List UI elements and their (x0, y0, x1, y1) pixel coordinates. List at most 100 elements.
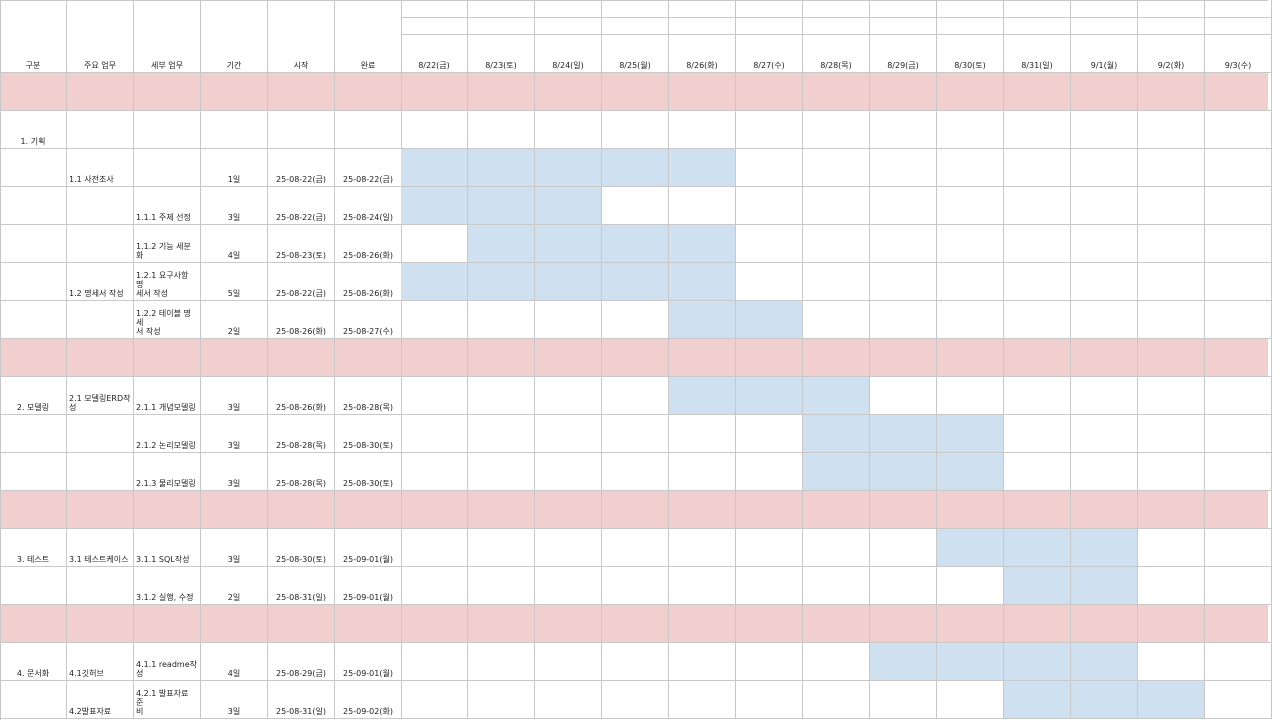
main-task-cell[interactable]: 4.1깃허브 (67, 643, 134, 681)
band-cell[interactable] (602, 73, 669, 111)
end-date-cell[interactable]: 25-08-26(화) (335, 263, 402, 301)
band-cell[interactable] (1138, 73, 1205, 111)
detail-task-cell[interactable]: 3.1.1 SQL작성 (134, 529, 201, 567)
schedule-cell[interactable] (535, 529, 602, 567)
band-cell[interactable] (669, 605, 736, 643)
band-cell[interactable] (335, 339, 402, 377)
schedule-bar-cell[interactable] (602, 225, 669, 263)
end-date-cell[interactable]: 25-08-22(금) (335, 149, 402, 187)
schedule-cell[interactable] (1205, 149, 1272, 187)
schedule-cell[interactable] (736, 111, 803, 149)
schedule-cell[interactable] (1138, 149, 1205, 187)
schedule-cell[interactable] (736, 643, 803, 681)
end-date-cell[interactable] (335, 111, 402, 149)
schedule-cell[interactable] (1004, 225, 1071, 263)
schedule-cell[interactable] (803, 111, 870, 149)
schedule-cell[interactable] (1138, 187, 1205, 225)
band-cell[interactable] (67, 605, 134, 643)
band-cell[interactable] (468, 339, 535, 377)
schedule-cell[interactable] (401, 643, 468, 681)
schedule-bar-cell[interactable] (1071, 643, 1138, 681)
schedule-cell[interactable] (535, 643, 602, 681)
schedule-cell[interactable] (1004, 301, 1071, 339)
schedule-bar-cell[interactable] (468, 187, 535, 225)
band-cell[interactable] (134, 73, 201, 111)
schedule-cell[interactable] (937, 567, 1004, 605)
schedule-cell[interactable] (937, 301, 1004, 339)
schedule-cell[interactable] (468, 415, 535, 453)
schedule-cell[interactable] (669, 453, 736, 491)
band-cell[interactable] (803, 605, 870, 643)
band-cell[interactable] (736, 339, 803, 377)
phase-cell[interactable] (0, 149, 67, 187)
main-task-cell[interactable]: 1.1 사전조사 (67, 149, 134, 187)
band-cell[interactable] (803, 73, 870, 111)
schedule-cell[interactable] (1205, 263, 1272, 301)
start-date-cell[interactable]: 25-08-22(금) (268, 187, 335, 225)
detail-task-cell[interactable]: 1.1.2 기능 세분화 (134, 225, 201, 263)
band-cell[interactable] (669, 73, 736, 111)
schedule-bar-cell[interactable] (535, 225, 602, 263)
schedule-cell[interactable] (468, 453, 535, 491)
schedule-bar-cell[interactable] (401, 263, 468, 301)
schedule-cell[interactable] (870, 567, 937, 605)
band-cell[interactable] (803, 491, 870, 529)
band-cell[interactable] (468, 605, 535, 643)
detail-task-cell[interactable]: 1.2.2 테이블 명세 서 작성 (134, 301, 201, 339)
phase-cell[interactable] (0, 415, 67, 453)
schedule-cell[interactable] (468, 529, 535, 567)
main-task-cell[interactable] (67, 453, 134, 491)
schedule-bar-cell[interactable] (803, 415, 870, 453)
schedule-bar-cell[interactable] (1071, 681, 1138, 719)
band-cell[interactable] (736, 491, 803, 529)
band-cell[interactable] (401, 73, 468, 111)
phase-cell[interactable] (0, 263, 67, 301)
duration-cell[interactable]: 3일 (201, 187, 268, 225)
band-cell[interactable] (0, 605, 67, 643)
band-cell[interactable] (1205, 73, 1272, 111)
start-date-cell[interactable]: 25-08-26(화) (268, 301, 335, 339)
band-cell[interactable] (937, 339, 1004, 377)
schedule-cell[interactable] (1071, 263, 1138, 301)
band-cell[interactable] (401, 605, 468, 643)
detail-task-cell[interactable]: 1.2.1 요구사항 명 세서 작성 (134, 263, 201, 301)
schedule-bar-cell[interactable] (937, 453, 1004, 491)
schedule-cell[interactable] (535, 301, 602, 339)
band-cell[interactable] (1004, 73, 1071, 111)
band-cell[interactable] (0, 491, 67, 529)
schedule-cell[interactable] (401, 529, 468, 567)
schedule-cell[interactable] (870, 225, 937, 263)
schedule-cell[interactable] (803, 149, 870, 187)
schedule-cell[interactable] (669, 681, 736, 719)
band-cell[interactable] (870, 339, 937, 377)
schedule-cell[interactable] (803, 681, 870, 719)
phase-cell[interactable]: 2. 모델링 (0, 377, 67, 415)
schedule-cell[interactable] (1138, 529, 1205, 567)
band-cell[interactable] (1138, 605, 1205, 643)
schedule-cell[interactable] (1071, 149, 1138, 187)
schedule-bar-cell[interactable] (468, 263, 535, 301)
schedule-cell[interactable] (870, 111, 937, 149)
end-date-cell[interactable]: 25-08-28(목) (335, 377, 402, 415)
start-date-cell[interactable]: 25-08-23(토) (268, 225, 335, 263)
schedule-bar-cell[interactable] (870, 643, 937, 681)
detail-task-cell[interactable]: 4.1.1 readme작성 (134, 643, 201, 681)
band-cell[interactable] (602, 491, 669, 529)
start-date-cell[interactable]: 25-08-22(금) (268, 149, 335, 187)
schedule-cell[interactable] (602, 377, 669, 415)
schedule-cell[interactable] (535, 111, 602, 149)
band-cell[interactable] (335, 605, 402, 643)
band-cell[interactable] (268, 73, 335, 111)
duration-cell[interactable]: 3일 (201, 377, 268, 415)
phase-cell[interactable] (0, 567, 67, 605)
schedule-cell[interactable] (736, 529, 803, 567)
phase-cell[interactable]: 4. 문서화 (0, 643, 67, 681)
main-task-cell[interactable]: 2.1 모델링ERD작 성 (67, 377, 134, 415)
schedule-cell[interactable] (669, 187, 736, 225)
duration-cell[interactable]: 3일 (201, 529, 268, 567)
band-cell[interactable] (201, 491, 268, 529)
schedule-cell[interactable] (535, 567, 602, 605)
main-task-cell[interactable]: 4.2발표자료 (67, 681, 134, 719)
band-cell[interactable] (1138, 491, 1205, 529)
band-cell[interactable] (1071, 491, 1138, 529)
